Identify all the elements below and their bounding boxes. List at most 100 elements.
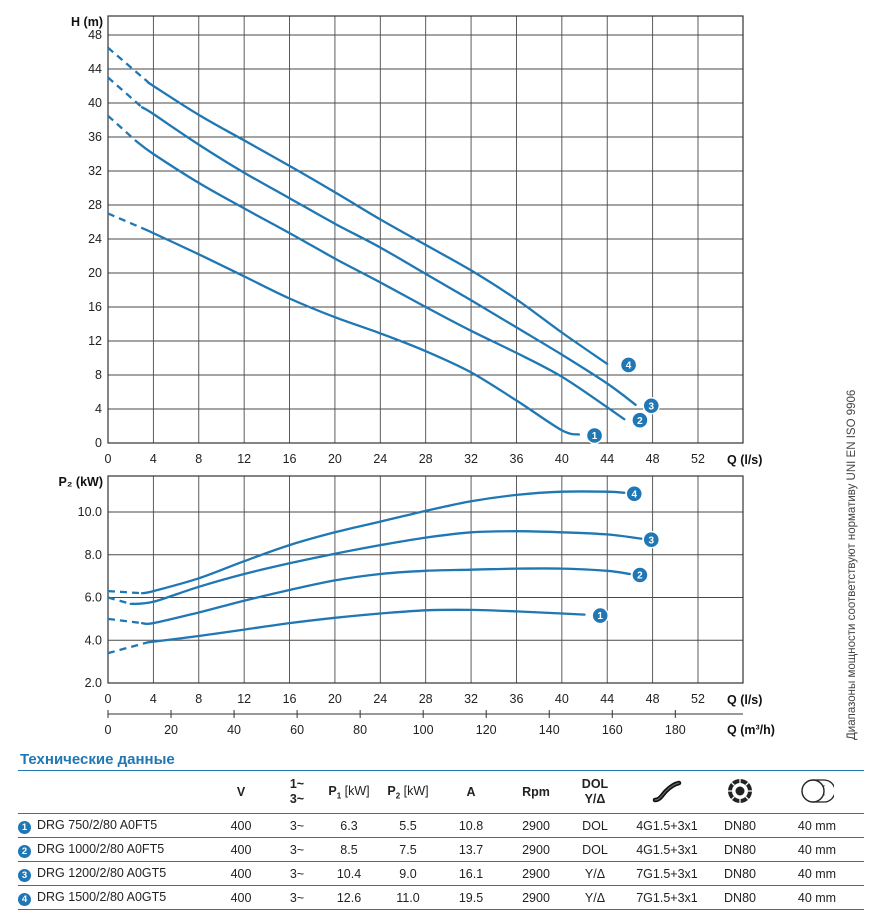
cell-v: 400: [206, 861, 276, 886]
header-start-bottom: Y/Δ: [584, 792, 606, 806]
x-tick-label: 40: [555, 692, 569, 706]
header-p1-sub: 1: [336, 791, 342, 801]
curve-3: [129, 530, 643, 606]
curve-label-circle: [585, 426, 604, 445]
y-tick-label: 24: [88, 232, 102, 246]
curve-3: [140, 106, 637, 406]
model-name: DRG 1000/2/80 A0FT5: [37, 841, 165, 856]
cell-cable: 7G1.5+3x1: [624, 861, 710, 886]
y-tick-label: 32: [88, 164, 102, 178]
x-tick-label: 44: [600, 692, 614, 706]
header-p2-unit: [kW]: [400, 783, 429, 798]
secondary-x-tick-label: 100: [413, 723, 434, 737]
head-chart: 0 4 8 12 16 20 24 28 32 36 40 44 48 52048121620242832…: [71, 15, 762, 467]
x-tick-label: 8: [195, 452, 202, 466]
curve-label-number: 1: [597, 611, 603, 622]
model-number-badge: 4: [18, 892, 31, 906]
spec-table: V 1~ 3~ P1 [kW] P2 [kW] A Rpm DOL Y/Δ: [18, 770, 864, 910]
cell-dol: Y/Δ: [566, 861, 624, 886]
y-tick-label: 40: [88, 96, 102, 110]
cell-phase: 3~: [276, 837, 318, 862]
flange-icon: [728, 778, 752, 803]
y-axis-title: H (m): [71, 15, 103, 29]
curve-1-extrapolated: [107, 641, 149, 655]
y-tick-label: 16: [88, 300, 102, 314]
curve-2-extrapolated: [107, 114, 138, 143]
secondary-x-tick-label: 0: [105, 723, 112, 737]
cell-phase: 3~: [276, 885, 318, 910]
table-row: 2 DRG 1000/2/80 A0FT5 400 3~ 8.5 7.5 13.7 2900 D…: [18, 837, 864, 862]
cell-passage: 40 mm: [770, 885, 864, 910]
model-number-badge: 3: [18, 868, 31, 882]
cell-p2: 7.5: [380, 837, 436, 862]
model-number-badge: 1: [18, 820, 31, 834]
x-tick-label: 40: [555, 452, 569, 466]
header-p1: P1 [kW]: [318, 770, 380, 814]
y-tick-label: 36: [88, 130, 102, 144]
x-tick-label: 12: [237, 692, 251, 706]
model-name: DRG 1500/2/80 A0GT5: [37, 889, 167, 904]
x-tick-label: 48: [646, 692, 660, 706]
curve-label-1: 1: [585, 426, 604, 445]
curve-label-3: 3: [642, 397, 660, 415]
curve-label-1: 1: [591, 606, 609, 625]
curve-label-number: 3: [648, 535, 654, 546]
table-row: 4 DRG 1500/2/80 A0GT5 400 3~ 12.6 11.0 19.5 290…: [18, 885, 864, 910]
cable-icon: [652, 780, 682, 802]
header-model: [18, 770, 206, 814]
curve-label-circle: [631, 566, 649, 584]
table-header-row: V 1~ 3~ P1 [kW] P2 [kW] A Rpm DOL Y/Δ: [18, 770, 864, 814]
cell-dn: DN80: [710, 885, 770, 910]
secondary-x-tick-label: 60: [290, 723, 304, 737]
y-tick-label: 48: [88, 28, 102, 42]
header-p2-sub: 2: [395, 791, 401, 801]
x-tick-label: 12: [237, 452, 251, 466]
section-title: Технические данные: [20, 751, 175, 768]
power-chart: 0 4 8 12 16 20 24 28 32 36 40 44 48 522.04.06.08.010.…: [59, 475, 775, 737]
header-phase-top: 1~: [289, 777, 305, 791]
curve-1: [146, 608, 586, 644]
header-passage: [770, 770, 864, 814]
header-voltage: V: [206, 770, 276, 814]
cell-p2: 11.0: [380, 885, 436, 910]
header-rpm: Rpm: [506, 770, 566, 814]
cell-p1: 8.5: [318, 837, 380, 862]
model-name: DRG 1200/2/80 A0GT5: [37, 865, 167, 880]
cell-rpm: 2900: [506, 885, 566, 910]
standard-note: Диапазоны мощности соответствуют нормати…: [846, 389, 858, 740]
curve-4-extrapolated: [107, 46, 149, 83]
model-name: DRG 750/2/80 A0FT5: [37, 817, 158, 832]
header-phase: 1~ 3~: [276, 770, 318, 814]
x-tick-label: 0: [105, 452, 112, 466]
curve-label-4: 4: [625, 485, 643, 503]
cell-dn: DN80: [710, 813, 770, 838]
cell-a: 13.7: [436, 837, 506, 862]
cell-a: 19.5: [436, 885, 506, 910]
x-tick-label: 24: [373, 692, 387, 706]
x-tick-label: 36: [510, 692, 524, 706]
header-amps: A: [436, 770, 506, 814]
curve-3-extrapolated: [107, 76, 143, 109]
curve-label-circle: [642, 531, 660, 549]
curve-4-extrapolated: [107, 589, 143, 595]
y-tick-label: 2.0: [85, 676, 102, 690]
cell-a: 10.8: [436, 813, 506, 838]
cell-dol: Y/Δ: [566, 885, 624, 910]
cell-cable: 4G1.5+3x1: [624, 837, 710, 862]
curve-label-circle: [631, 411, 649, 429]
x-tick-label: 28: [419, 452, 433, 466]
curve-2: [140, 567, 632, 626]
cell-phase: 3~: [276, 813, 318, 838]
cell-p1: 6.3: [318, 813, 380, 838]
y-tick-label: 0: [95, 436, 102, 450]
plot-frame: [107, 475, 744, 684]
curve-1-extrapolated: [107, 212, 149, 232]
x-tick-label: 28: [419, 692, 433, 706]
x-tick-label: 32: [464, 452, 478, 466]
y-tick-label: 20: [88, 266, 102, 280]
curve-3-extrapolated: [107, 596, 132, 606]
cell-p1: 12.6: [318, 885, 380, 910]
cell-dn: DN80: [710, 861, 770, 886]
curve-4: [140, 490, 626, 595]
plot-frame: [107, 15, 744, 444]
